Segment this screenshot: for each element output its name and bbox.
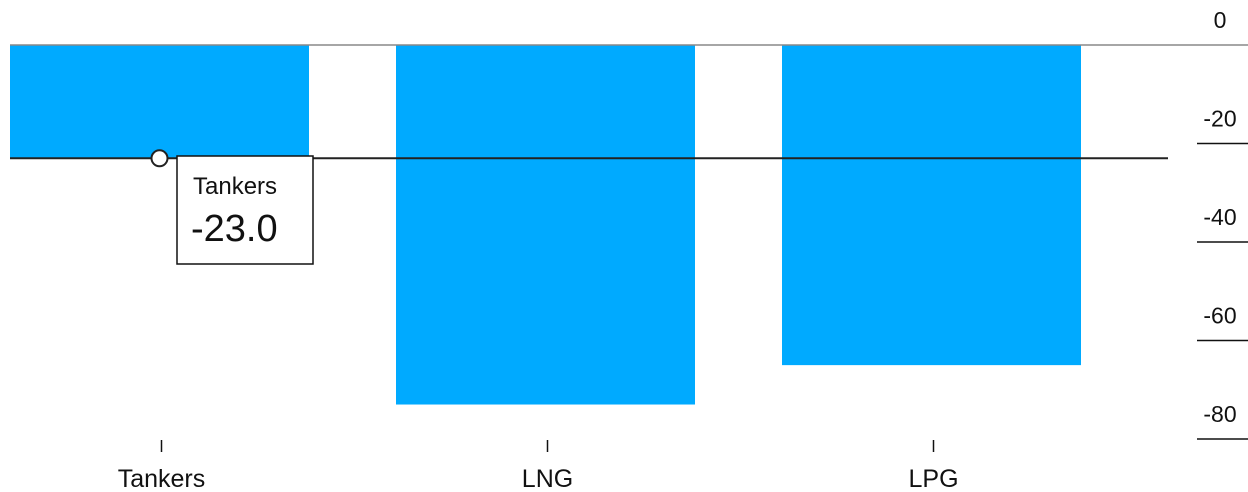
y-tick-label: 0	[1214, 7, 1227, 33]
tooltip-box	[176, 155, 314, 265]
y-axis: 0 -20 -40 -60 -80	[10, 7, 1248, 440]
y-tick-label: -80	[1203, 401, 1236, 427]
tooltip-category: Tankers	[193, 173, 277, 200]
y-tick-label: -20	[1203, 106, 1236, 132]
y-tick-label: -40	[1203, 204, 1236, 230]
bar-lpg[interactable]	[782, 45, 1081, 366]
bars-layer	[10, 45, 1081, 405]
x-tick-label: Tankers	[118, 465, 206, 492]
x-axis: Tankers LNG LPG	[118, 440, 959, 492]
y-tick-label: -60	[1203, 303, 1236, 329]
x-tick-label: LNG	[522, 465, 573, 492]
bar-lng[interactable]	[396, 45, 695, 405]
hover-marker	[150, 149, 169, 168]
bar-tankers[interactable]	[10, 45, 309, 159]
hover-tooltip: Tankers -23.0	[176, 155, 314, 265]
tooltip-value: -23.0	[191, 208, 278, 250]
x-tick-label: LPG	[908, 465, 958, 492]
